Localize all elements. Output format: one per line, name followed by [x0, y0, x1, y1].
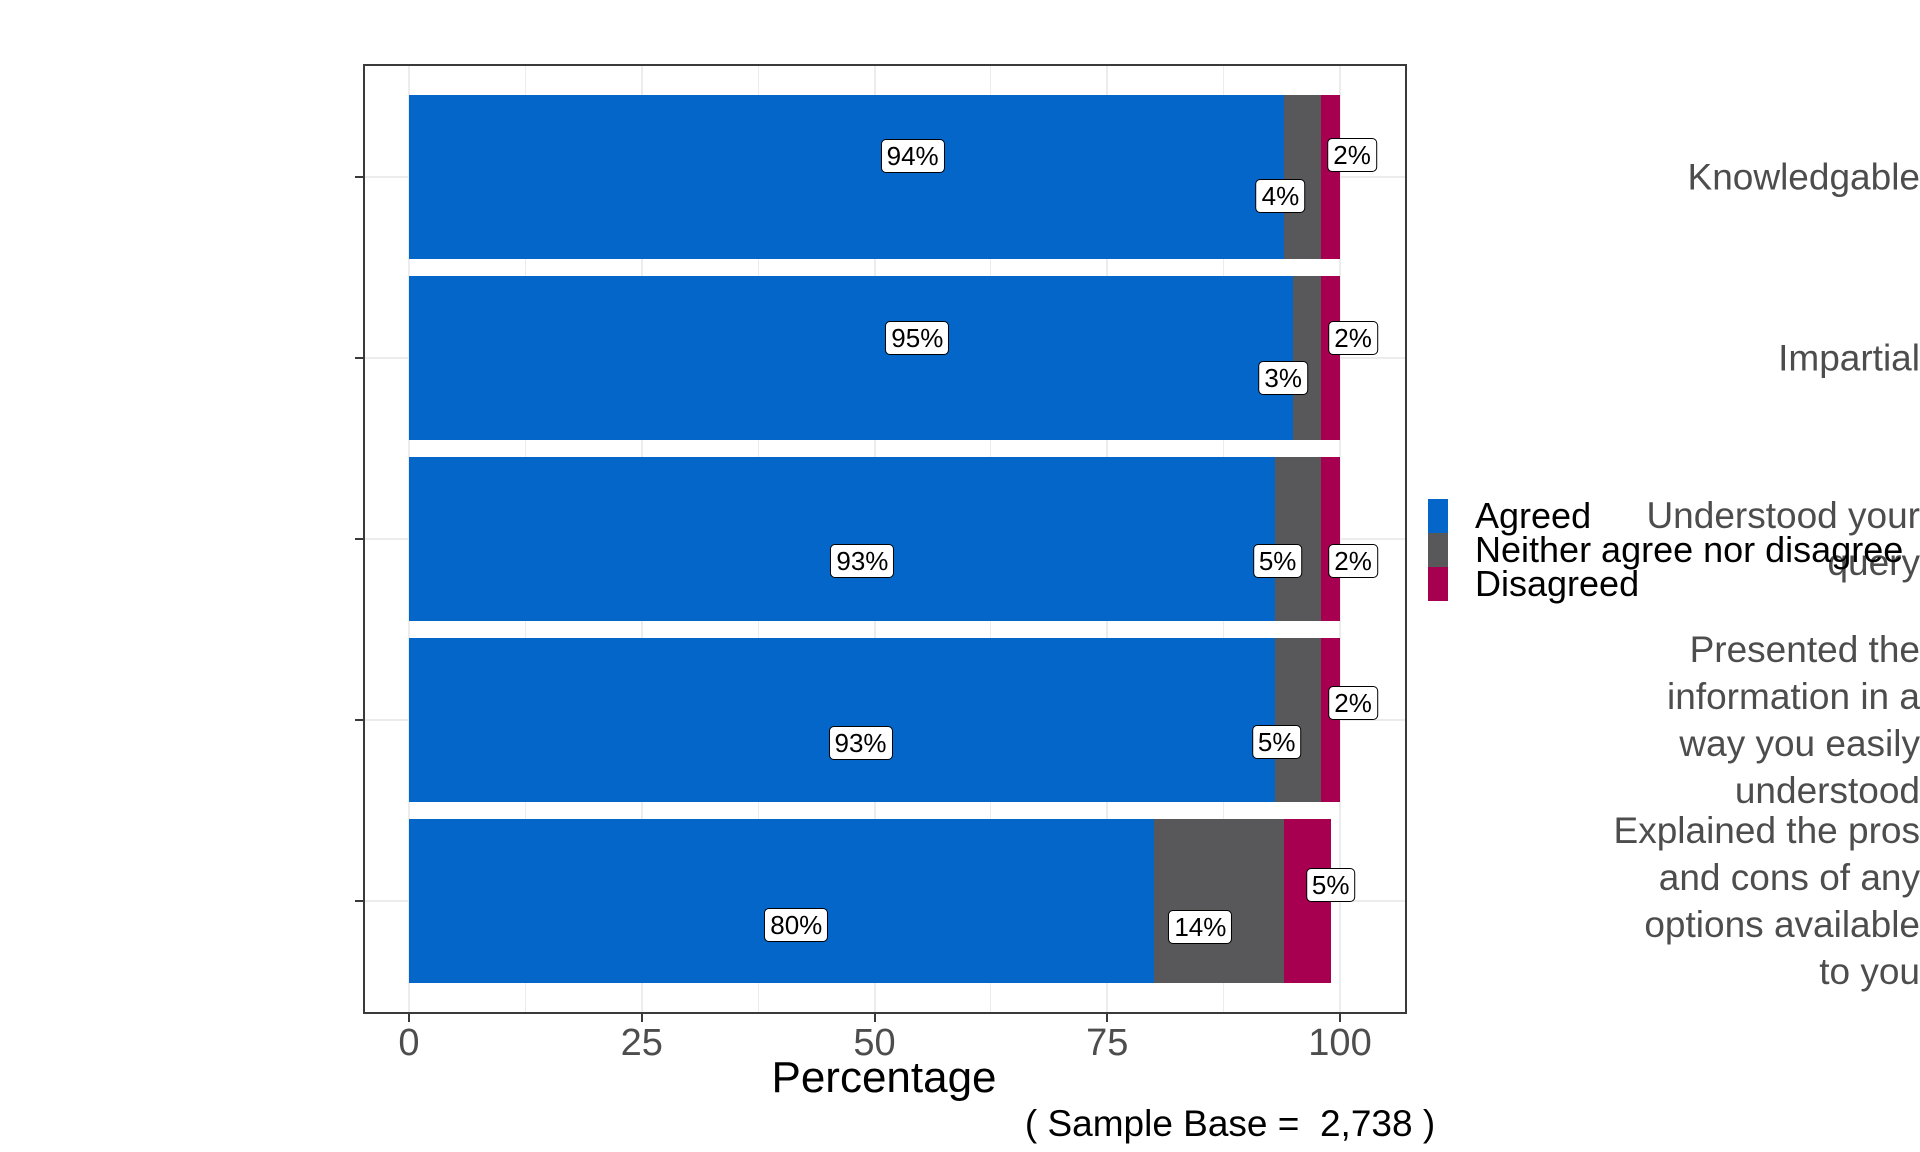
bar-value-label: 5% [1305, 868, 1356, 902]
y-axis-category-label: Impartial [1778, 337, 1920, 379]
x-tick-mark [1106, 1014, 1109, 1022]
x-tick-mark [1339, 1014, 1341, 1022]
x-axis-title: Percentage [771, 1053, 997, 1102]
x-axis-tick-label: 100 [1308, 1022, 1372, 1064]
legend-item: Agreed [1428, 495, 1903, 536]
legend-item: Neither agree nor disagree [1428, 529, 1904, 570]
bar-segment [409, 276, 1294, 440]
x-axis-tick-label: 75 [1086, 1022, 1129, 1064]
x-tick-mark [873, 1014, 876, 1022]
bar-value-label: 2% [1328, 321, 1378, 355]
y-tick-mark [355, 900, 363, 902]
legend-label: Agreed [1475, 495, 1592, 536]
legend-key-swatch [1428, 567, 1448, 601]
bar-segment [1293, 276, 1322, 440]
x-axis-tick-label: 25 [620, 1022, 663, 1064]
bar-segment [1321, 457, 1340, 621]
bar-value-label: 2% [1328, 544, 1378, 578]
legend-label: Disagreed [1475, 563, 1640, 604]
bar-segment [1153, 819, 1285, 983]
legend-key-swatch [1428, 499, 1448, 533]
y-tick-mark [355, 176, 363, 178]
bar-value-label: 2% [1327, 138, 1377, 172]
legend-label: Neither agree nor disagree [1475, 529, 1904, 570]
x-axis-tick-label: 0 [398, 1022, 420, 1064]
bar-value-label: 5% [1252, 544, 1303, 578]
bar-value-label: 95% [885, 321, 950, 355]
plot-panel: 94% 4% 2% 95% 3% 2% 93% 5% 2% 93% 5% 2% 80% 14% 5% [363, 64, 1407, 1014]
bar-value-label: 93% [828, 726, 893, 760]
y-tick-mark [355, 357, 363, 359]
bar-value-label: 5% [1251, 725, 1302, 759]
bar-segment [1284, 95, 1322, 259]
legend-item: Disagreed [1428, 563, 1903, 604]
bar-segment [1321, 638, 1340, 802]
y-tick-mark [355, 719, 363, 721]
y-axis-category-label: Understood your query [1646, 495, 1920, 583]
bar-segment [1274, 638, 1322, 802]
legend-key-swatch [1428, 533, 1448, 567]
y-axis-category-label: Presented the information in a way you e… [1667, 629, 1920, 811]
sample-base-note: ( Sample Base = 2,738 ) [1024, 1103, 1436, 1144]
bar-value-label: 2% [1328, 686, 1378, 720]
bar-value-label: 3% [1258, 361, 1308, 395]
x-tick-mark [408, 1014, 410, 1022]
bar-segment [1321, 276, 1340, 440]
legend: Agreed Neither agree nor disagree Disagree… [1428, 495, 1904, 604]
bar-segment [409, 638, 1275, 802]
x-axis-tick-label: 50 [853, 1022, 896, 1064]
bar-value-label: 93% [830, 544, 895, 578]
bar-segment [409, 457, 1275, 621]
bar-value-label: 94% [880, 139, 945, 173]
bar-segment [409, 95, 1285, 259]
bar-segment [1274, 457, 1322, 621]
bar-value-label: 4% [1255, 179, 1306, 213]
y-axis-category-label: Explained the pros and cons of any optio… [1613, 810, 1920, 992]
y-tick-mark [355, 538, 363, 540]
x-tick-mark [640, 1014, 643, 1022]
bar-value-label: 14% [1168, 910, 1233, 944]
bar-value-label: 80% [764, 908, 829, 942]
bar-segment [1321, 95, 1340, 259]
bar-segment [409, 819, 1154, 983]
y-axis-category-label: Knowledgable [1687, 156, 1920, 198]
